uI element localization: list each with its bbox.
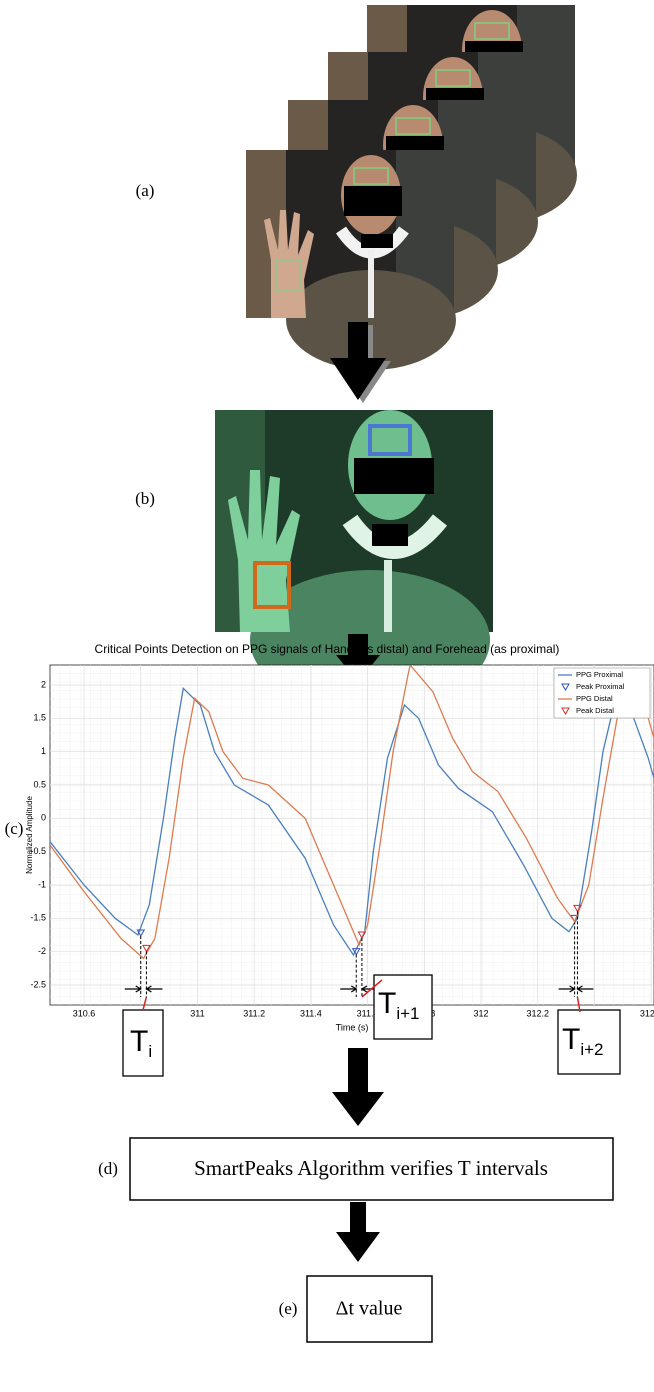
process-text: SmartPeaks Algorithm verifies T interval… [194, 1156, 548, 1180]
x-tick-label: 311.4 [300, 1008, 322, 1018]
t-symbol: T [562, 1023, 580, 1056]
y-tick-label: -2.5 [30, 979, 46, 989]
x-tick-label: 310.6 [73, 1008, 96, 1018]
y-tick-label: -0.5 [30, 846, 46, 856]
panel-label: (c) [5, 819, 24, 838]
chart-title: Critical Points Detection on PPG signals… [95, 642, 560, 656]
t-subscript: i [148, 1042, 152, 1061]
legend-label: Peak Distal [576, 706, 614, 715]
legend-label: Peak Proximal [576, 682, 625, 691]
x-tick-label: 312 [474, 1008, 489, 1018]
x-axis-label: Time (s) [336, 1022, 369, 1032]
y-tick-label: 1.5 [33, 713, 46, 723]
result-text: Δt value [336, 1298, 403, 1320]
arrow [336, 1202, 380, 1262]
y-tick-label: 1 [41, 746, 46, 756]
figure: (a) (b) Critical Points Detection on PPG… [0, 0, 654, 1392]
y-tick-label: -1 [38, 879, 46, 889]
panel-label: (b) [135, 489, 155, 508]
t-subscript: i+1 [396, 1004, 419, 1023]
t-subscript: i+2 [580, 1040, 603, 1059]
t-label: Ti+2 [558, 1010, 620, 1074]
y-tick-label: -1.5 [30, 913, 46, 923]
panel-label: (d) [98, 1159, 118, 1178]
y-tick-label: 0 [41, 813, 46, 823]
arrow [332, 1048, 384, 1126]
t-label: Ti [123, 1010, 163, 1076]
y-tick-label: 0.5 [33, 779, 46, 789]
y-axis-label: Normalized Amplitude [25, 796, 34, 874]
y-tick-label: -2 [38, 946, 46, 956]
t-label: Ti+1 [374, 975, 432, 1039]
chart: Critical Points Detection on PPG signals… [25, 642, 654, 1032]
x-tick-label: 311 [190, 1008, 204, 1018]
y-tick-label: 2 [41, 679, 46, 689]
t-symbol: T [378, 987, 396, 1020]
panel-label: (e) [279, 1299, 298, 1318]
t-symbol: T [130, 1025, 148, 1058]
x-tick-label: 312.2 [526, 1008, 549, 1018]
legend-label: PPG Distal [576, 694, 613, 703]
panel-label: (a) [136, 181, 155, 200]
legend-label: PPG Proximal [576, 670, 623, 679]
x-tick-label: 311.2 [243, 1008, 265, 1018]
x-tick-label: 312.6 [640, 1008, 654, 1018]
